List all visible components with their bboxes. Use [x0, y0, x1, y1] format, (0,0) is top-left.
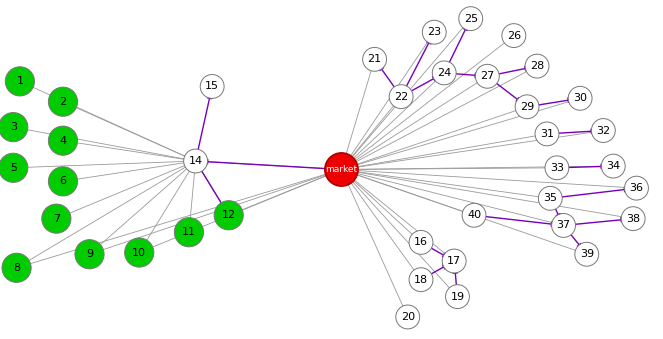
Ellipse shape: [568, 86, 592, 110]
Ellipse shape: [432, 61, 456, 85]
Ellipse shape: [535, 122, 559, 146]
Text: 39: 39: [579, 249, 594, 259]
Ellipse shape: [502, 24, 526, 47]
Ellipse shape: [591, 119, 615, 142]
Ellipse shape: [462, 203, 486, 227]
Text: 8: 8: [13, 263, 20, 273]
Text: 15: 15: [205, 81, 219, 92]
Ellipse shape: [621, 207, 645, 231]
Text: 36: 36: [629, 183, 644, 193]
Ellipse shape: [5, 67, 34, 96]
Text: 19: 19: [450, 292, 465, 302]
Text: 29: 29: [520, 102, 534, 112]
Text: 22: 22: [394, 92, 408, 102]
Ellipse shape: [475, 64, 499, 88]
Ellipse shape: [125, 238, 154, 267]
Ellipse shape: [422, 20, 446, 44]
Text: 34: 34: [606, 161, 621, 171]
Ellipse shape: [200, 75, 224, 98]
Ellipse shape: [459, 7, 483, 31]
Ellipse shape: [545, 156, 569, 180]
Text: 31: 31: [540, 129, 554, 139]
Text: 2: 2: [60, 97, 66, 107]
Text: 24: 24: [437, 68, 452, 78]
Ellipse shape: [0, 153, 28, 182]
Text: 11: 11: [182, 227, 196, 237]
Ellipse shape: [515, 95, 539, 119]
Ellipse shape: [409, 231, 433, 254]
Text: 28: 28: [530, 61, 544, 71]
Text: 18: 18: [414, 275, 428, 285]
Text: 1: 1: [17, 76, 23, 86]
Text: 17: 17: [447, 256, 461, 266]
Text: 14: 14: [188, 156, 203, 166]
Ellipse shape: [409, 268, 433, 292]
Ellipse shape: [442, 249, 466, 273]
Ellipse shape: [48, 126, 78, 155]
Ellipse shape: [42, 204, 71, 233]
Text: 25: 25: [463, 14, 478, 24]
Ellipse shape: [325, 153, 358, 186]
Ellipse shape: [75, 240, 104, 269]
Ellipse shape: [214, 201, 243, 230]
Text: 26: 26: [507, 31, 521, 41]
Text: 38: 38: [626, 214, 640, 224]
Ellipse shape: [389, 85, 413, 108]
Text: 32: 32: [596, 125, 611, 136]
Text: 20: 20: [400, 312, 415, 322]
Ellipse shape: [0, 113, 28, 142]
Text: 40: 40: [467, 210, 481, 220]
Ellipse shape: [396, 305, 420, 329]
Text: 12: 12: [221, 210, 236, 220]
Ellipse shape: [363, 47, 387, 71]
Text: 21: 21: [367, 54, 382, 64]
Text: 9: 9: [86, 249, 93, 259]
Ellipse shape: [552, 214, 575, 237]
Text: 33: 33: [550, 163, 564, 173]
Text: 16: 16: [414, 237, 428, 247]
Text: 30: 30: [573, 93, 587, 103]
Text: 10: 10: [132, 247, 147, 258]
Text: 23: 23: [427, 27, 442, 37]
Text: 4: 4: [60, 136, 66, 146]
Text: 7: 7: [53, 214, 60, 224]
Ellipse shape: [48, 87, 78, 116]
Text: 3: 3: [10, 122, 17, 132]
Ellipse shape: [525, 54, 549, 78]
Ellipse shape: [174, 218, 204, 247]
Text: 5: 5: [10, 163, 17, 173]
Ellipse shape: [48, 167, 78, 196]
Ellipse shape: [601, 154, 625, 178]
Ellipse shape: [575, 242, 599, 266]
Text: 27: 27: [480, 71, 495, 81]
Ellipse shape: [184, 149, 208, 173]
Ellipse shape: [2, 253, 31, 282]
Text: 35: 35: [543, 193, 558, 203]
Text: 37: 37: [556, 220, 571, 231]
Text: 6: 6: [60, 176, 66, 186]
Ellipse shape: [625, 176, 648, 200]
Text: market: market: [326, 165, 357, 174]
Ellipse shape: [446, 285, 469, 308]
Ellipse shape: [538, 186, 562, 210]
